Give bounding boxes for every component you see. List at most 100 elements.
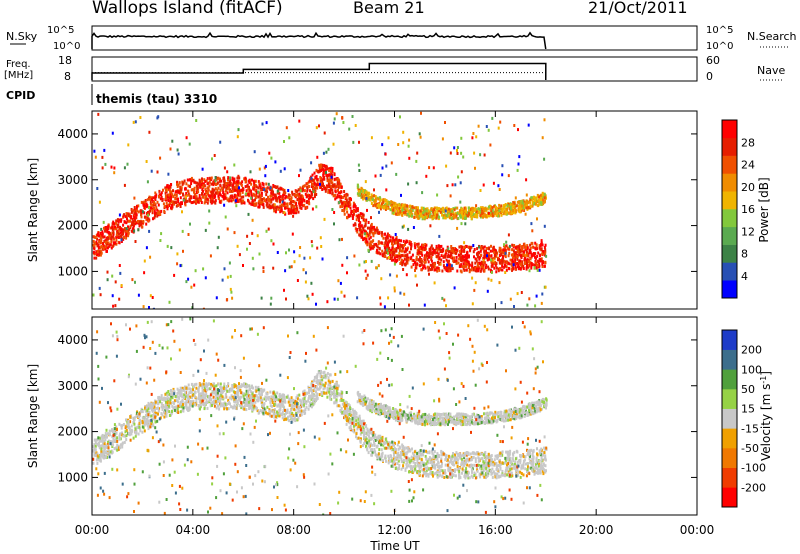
scatter-cell — [522, 251, 525, 254]
scatter-cell — [169, 185, 172, 189]
scatter-cell — [216, 394, 219, 398]
scatter-cell — [366, 231, 369, 235]
scatter-cell — [430, 244, 433, 248]
scatter-cell — [182, 388, 185, 392]
scatter-cell — [323, 217, 326, 221]
scatter-cell — [415, 263, 417, 267]
scatter-cell — [521, 263, 524, 267]
scatter-cell — [471, 302, 474, 306]
scatter-clip-group — [92, 317, 548, 515]
scatter-cell — [395, 247, 398, 250]
scatter-cell — [398, 251, 401, 255]
scatter-cell — [457, 175, 460, 179]
scatter-cell — [294, 211, 296, 215]
scatter-cell — [451, 256, 454, 260]
scatter-cell — [143, 211, 146, 215]
scatter-cell — [475, 267, 478, 271]
scatter-cell — [406, 450, 409, 454]
scatter-cell — [466, 214, 469, 218]
scatter-cell — [116, 225, 119, 229]
scatter-cell — [294, 419, 297, 423]
scatter-cell — [104, 162, 107, 166]
scatter-cell — [290, 206, 293, 210]
scatter-cell — [511, 256, 514, 260]
scatter-cell — [202, 388, 205, 392]
scatter-cell — [395, 212, 397, 216]
scatter-cell — [125, 233, 128, 237]
scatter-cell — [462, 255, 465, 259]
scatter-cell — [204, 228, 207, 232]
scatter-cell — [205, 191, 208, 195]
scatter-cell — [482, 183, 485, 187]
scatter-cell — [286, 205, 289, 209]
scatter-cell — [130, 210, 133, 214]
scatter-cell — [118, 213, 121, 217]
scatter-cell — [172, 195, 175, 199]
scatter-cell — [179, 188, 182, 192]
scatter-cell — [465, 264, 467, 268]
scatter-cell — [104, 229, 107, 233]
scatter-cell — [293, 200, 296, 204]
scatter-cell — [422, 243, 425, 247]
scatter-cell — [453, 214, 456, 218]
scatter-cell — [231, 177, 234, 181]
scatter-cell — [167, 198, 170, 202]
scatter-cell — [433, 208, 436, 212]
scatter-cell — [475, 269, 478, 273]
scatter-cell — [200, 199, 203, 203]
scatter-cell — [416, 262, 419, 266]
scatter-cell — [267, 195, 269, 199]
scatter-cell — [343, 209, 346, 213]
scatter-cell — [541, 193, 544, 197]
colorbar-swatch — [722, 120, 737, 139]
scatter-cell — [287, 195, 290, 199]
scatter-cell — [321, 178, 324, 182]
scatter-cell — [505, 240, 508, 244]
scatter-cell — [205, 179, 208, 183]
scatter-cell — [534, 241, 537, 245]
scatter-cell — [276, 199, 279, 203]
scatter-cell — [198, 196, 201, 200]
scatter-cell — [147, 219, 150, 223]
scatter-cell — [226, 170, 229, 174]
scatter-cell — [275, 198, 278, 202]
scatter-cell — [528, 200, 531, 204]
scatter-cell — [396, 239, 399, 243]
scatter-cell — [266, 186, 269, 190]
scatter-cell — [482, 258, 485, 262]
scatter-cell — [509, 258, 512, 262]
scatter-cell — [119, 228, 122, 231]
scatter-cell — [360, 230, 363, 234]
scatter-cell — [279, 169, 282, 173]
scatter-cell — [323, 131, 326, 135]
scatter-cell — [359, 231, 362, 235]
scatter-cell — [521, 199, 524, 203]
scatter-cell — [379, 207, 382, 211]
scatter-cell — [336, 297, 339, 301]
scatter-cell — [391, 242, 393, 246]
scatter-cell — [222, 195, 225, 199]
scatter-cell — [398, 207, 401, 211]
scatter-cell — [187, 233, 190, 236]
scatter-cell — [507, 261, 510, 265]
scatter-cell — [331, 191, 334, 195]
scatter-cell — [111, 274, 114, 278]
scatter-cell — [236, 176, 239, 180]
scatter-cell — [342, 121, 345, 124]
scatter-cell — [504, 212, 507, 216]
scatter-cell — [291, 190, 294, 194]
scatter-cell — [402, 141, 405, 145]
scatter-cell — [393, 241, 396, 245]
scatter-cell — [248, 178, 251, 182]
scatter-cell — [441, 209, 444, 212]
scatter-cell — [403, 250, 406, 254]
scatter-cell — [279, 204, 282, 208]
scatter-cell — [427, 252, 430, 255]
scatter-cell — [402, 244, 405, 247]
scatter-cell — [131, 209, 134, 213]
scatter-cell — [432, 250, 435, 254]
scatter-cell — [153, 209, 156, 212]
scatter-cell — [141, 201, 144, 205]
scatter-cell — [160, 209, 163, 213]
scatter-cell — [397, 254, 400, 258]
